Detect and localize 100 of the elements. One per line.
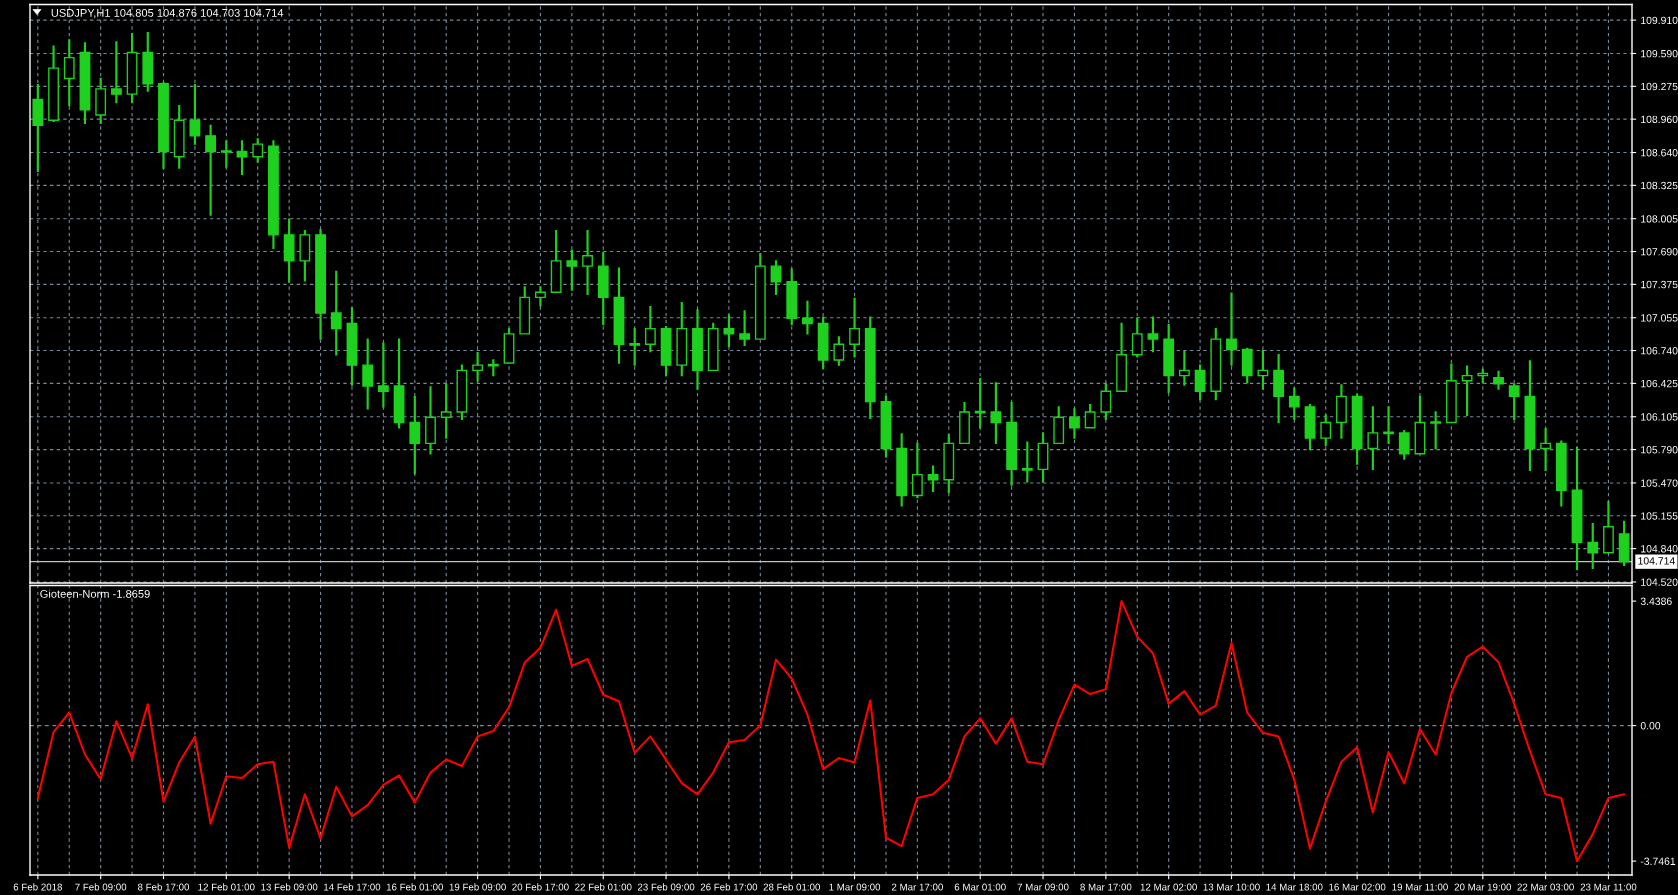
x-tick-label: 14 Feb 17:00 — [324, 883, 381, 891]
y-tick-label: -3.7461 — [1640, 857, 1676, 865]
candlestick — [1006, 401, 1018, 486]
candlestick — [1226, 292, 1237, 366]
candlestick — [63, 39, 75, 107]
x-tick-label: 6 Feb 2018 — [13, 883, 63, 891]
x-tick-label: 1 Mar 09:00 — [829, 883, 881, 891]
y-tick-label: 105.790 — [1641, 446, 1678, 454]
candlestick — [1477, 368, 1489, 384]
candlestick — [1273, 354, 1285, 424]
candlestick — [927, 465, 939, 492]
candlestick — [786, 268, 798, 326]
candlestick — [1461, 365, 1473, 416]
candlestick — [268, 140, 279, 250]
candlestick — [1414, 395, 1426, 455]
candlestick — [1351, 393, 1363, 465]
candlestick — [1288, 387, 1300, 421]
y-tick-label: 108.960 — [1641, 115, 1678, 124]
candlestick — [1084, 404, 1096, 429]
y-tick-label: 109.910 — [1641, 16, 1678, 25]
y-tick-label: 109.590 — [1641, 49, 1678, 58]
candlestick — [692, 309, 703, 390]
x-tick-label: 20 Feb 17:00 — [512, 883, 569, 891]
chart-title: Gioteen-Norm -1.8659 — [40, 589, 150, 598]
x-tick-label: 8 Mar 17:00 — [1080, 883, 1132, 891]
candlestick — [660, 325, 672, 377]
line-series — [36, 600, 1626, 863]
x-tick-label: 8 Feb 17:00 — [137, 883, 190, 891]
candlestick — [1540, 428, 1552, 472]
candlestick — [1493, 370, 1504, 390]
x-tick-label: 12 Feb 01:00 — [198, 883, 255, 891]
x-tick-label: 14 Mar 18:00 — [1266, 883, 1323, 891]
candlestick — [1100, 383, 1112, 421]
candlestick — [1304, 404, 1316, 451]
y-tick-label: 108.640 — [1641, 149, 1678, 157]
candlestick — [1257, 349, 1269, 390]
candlestick — [943, 434, 955, 494]
candlestick — [519, 286, 531, 335]
x-tick-label: 7 Feb 09:00 — [75, 883, 127, 891]
candlestick — [32, 84, 44, 172]
candlestick — [472, 351, 484, 382]
candlestick — [126, 32, 138, 104]
y-tick-label: 105.155 — [1641, 512, 1678, 520]
candlestick — [597, 251, 609, 326]
candlestick — [959, 401, 970, 445]
candlestick — [864, 316, 876, 420]
candlestick — [1603, 501, 1614, 554]
y-tick-label: 0.00 — [1640, 722, 1661, 730]
ref-line-label: 104.714 — [1638, 557, 1675, 565]
candlestick — [582, 229, 593, 295]
x-tick-label: 12 Mar 02:00 — [1140, 883, 1197, 891]
candlestick — [1430, 411, 1442, 450]
x-tick-label: 22 Mar 03:00 — [1517, 883, 1574, 891]
candlestick — [550, 229, 562, 293]
candlestick — [95, 77, 107, 125]
candlestick — [440, 383, 452, 439]
candlestick — [1524, 360, 1536, 472]
candlestick — [252, 138, 264, 163]
x-tick-label: 23 Feb 09:00 — [637, 883, 695, 891]
candlestick — [1163, 323, 1175, 393]
candlestick — [110, 41, 122, 104]
candlestick — [1178, 350, 1190, 386]
candlestick — [1131, 317, 1143, 358]
x-tick-label: 7 Mar 09:00 — [1017, 883, 1069, 891]
y-tick-label: 107.055 — [1641, 314, 1678, 322]
x-tick-label: 13 Feb 09:00 — [261, 883, 318, 891]
y-tick-label: 106.740 — [1641, 347, 1678, 355]
candlestick — [723, 314, 735, 348]
x-tick-label: 16 Feb 01:00 — [386, 883, 444, 891]
y-tick-label: 108.325 — [1641, 181, 1678, 190]
candlestick — [1194, 364, 1206, 401]
candlestick — [535, 286, 546, 307]
candlestick — [189, 84, 201, 145]
x-tick-label: 19 Mar 11:00 — [1392, 883, 1448, 891]
candlestick — [849, 297, 860, 358]
candlestick — [346, 307, 358, 386]
candlestick — [676, 301, 688, 377]
candlestick — [833, 336, 845, 366]
x-tick-label: 2 Mar 17:00 — [891, 883, 943, 891]
candlestick — [802, 300, 813, 335]
candlestick — [425, 386, 436, 455]
candlestick — [1320, 414, 1332, 447]
y-tick-label: 106.105 — [1641, 413, 1678, 421]
candlestick — [48, 45, 59, 122]
y-tick-label: 107.375 — [1641, 280, 1678, 289]
candlestick — [1069, 408, 1080, 439]
candlestick — [173, 104, 185, 169]
candlestick — [1508, 383, 1520, 421]
candlestick — [393, 338, 405, 429]
candlestick — [377, 342, 389, 408]
y-tick-label: 3.4386 — [1640, 597, 1672, 605]
candlestick — [456, 364, 468, 421]
candlestick — [205, 124, 217, 216]
candlestick — [817, 316, 829, 369]
x-tick-label: 6 Mar 01:00 — [954, 883, 1006, 891]
x-tick-label: 16 Mar 02:00 — [1329, 883, 1386, 891]
candlestick — [880, 395, 892, 458]
candlestick — [1383, 406, 1394, 445]
candlestick — [1555, 440, 1567, 507]
candlestick — [896, 433, 908, 507]
